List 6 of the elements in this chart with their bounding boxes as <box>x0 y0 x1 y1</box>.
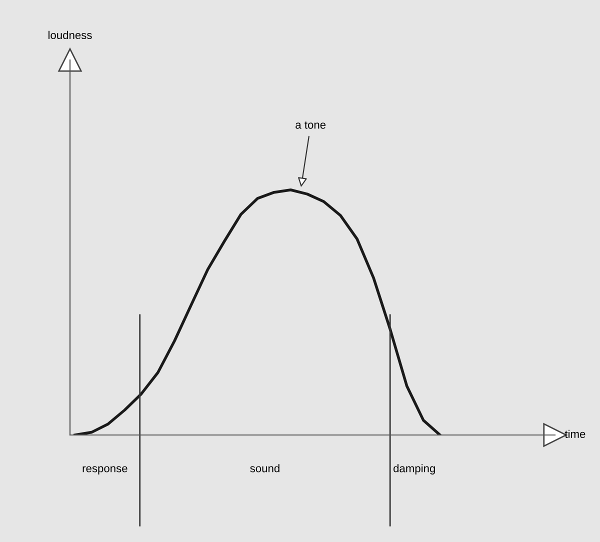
text: time <box>564 430 586 438</box>
text: damping <box>394 464 435 474</box>
text: loudness <box>48 30 92 40</box>
text: response <box>82 466 128 474</box>
text: sound <box>250 464 280 472</box>
text: a tone <box>296 121 326 129</box>
